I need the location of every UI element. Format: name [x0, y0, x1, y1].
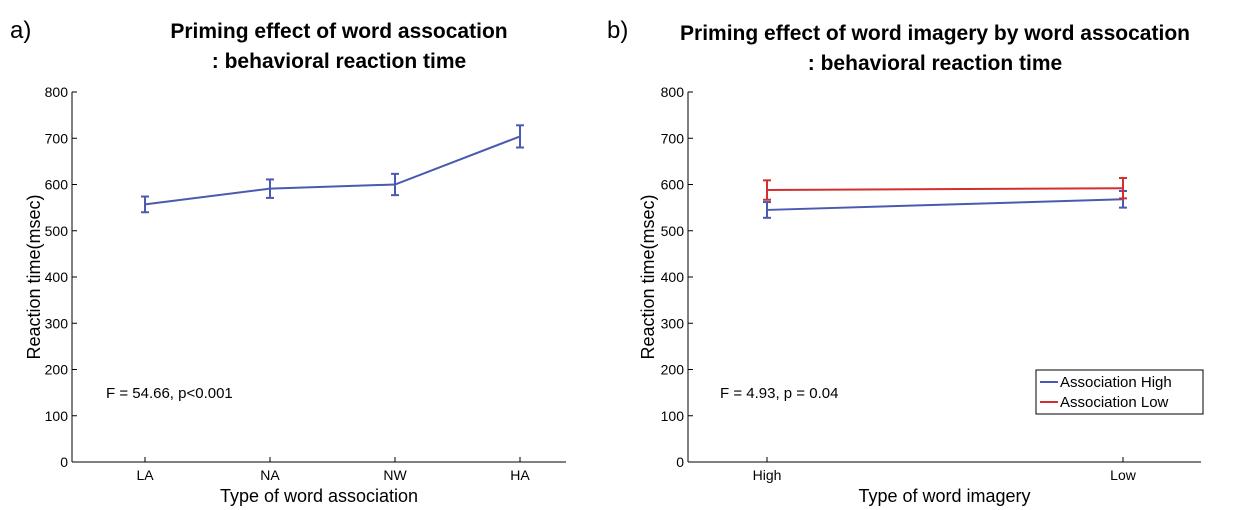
y-tick-label: 300 — [661, 315, 685, 331]
y-axis-label: Reaction time(msec) — [24, 194, 44, 359]
x-tick-label: NW — [383, 467, 407, 483]
legend-box — [1035, 369, 1204, 415]
y-tick-label: 100 — [661, 408, 685, 424]
series-line-1 — [144, 135, 521, 206]
legend-label: Association High — [1060, 374, 1172, 391]
legend: Association High Association Low — [1035, 369, 1204, 415]
panel-label: a) — [10, 17, 31, 44]
y-tick-label: 500 — [45, 223, 69, 239]
x-axis-label: Type of word association — [220, 486, 418, 506]
chart-title-line: Priming effect of word assocation — [170, 20, 507, 43]
y-axis-label: Reaction time(msec) — [638, 194, 658, 359]
x-tick-label: LA — [136, 467, 154, 483]
y-tick-label: 500 — [661, 223, 685, 239]
y-tick-label: 600 — [661, 177, 685, 193]
series-line-2 — [766, 187, 1124, 192]
chart-panel-1: a) Priming effect of word assocation : beh… — [10, 17, 566, 506]
y-tick-label: 0 — [676, 454, 684, 470]
y-tick-label: 700 — [661, 130, 685, 146]
x-axis-label: Type of word imagery — [858, 486, 1030, 506]
stat-annotation: F = 54.66, p<0.001 — [106, 385, 233, 402]
y-tick-label: 200 — [45, 362, 69, 378]
legend-label: Association Low — [1060, 394, 1169, 411]
y-tick-label: 800 — [661, 84, 685, 100]
chart-title-line: : behavioral reaction time — [212, 50, 466, 73]
x-tick-label: High — [753, 467, 782, 483]
y-tick-label: 200 — [661, 362, 685, 378]
y-tick-label: 400 — [45, 269, 69, 285]
x-tick-label: HA — [510, 467, 530, 483]
chart-panel-2: b) Priming effect of word imagery by word… — [607, 17, 1204, 506]
y-tick-label: 800 — [45, 84, 69, 100]
y-tick-label: 700 — [45, 130, 69, 146]
y-tick-label: 300 — [45, 315, 69, 331]
series-line-1 — [766, 198, 1124, 211]
y-tick-label: 0 — [60, 454, 68, 470]
y-tick-label: 400 — [661, 269, 685, 285]
y-tick-label: 600 — [45, 177, 69, 193]
stat-annotation: F = 4.93, p = 0.04 — [720, 385, 838, 402]
chart-title-line: Priming effect of word imagery by word a… — [680, 22, 1190, 45]
panel-label: b) — [607, 17, 628, 44]
chart-title-line: : behavioral reaction time — [808, 52, 1062, 75]
x-tick-label: Low — [1110, 467, 1137, 483]
x-tick-label: NA — [260, 467, 280, 483]
y-tick-label: 100 — [45, 408, 69, 424]
